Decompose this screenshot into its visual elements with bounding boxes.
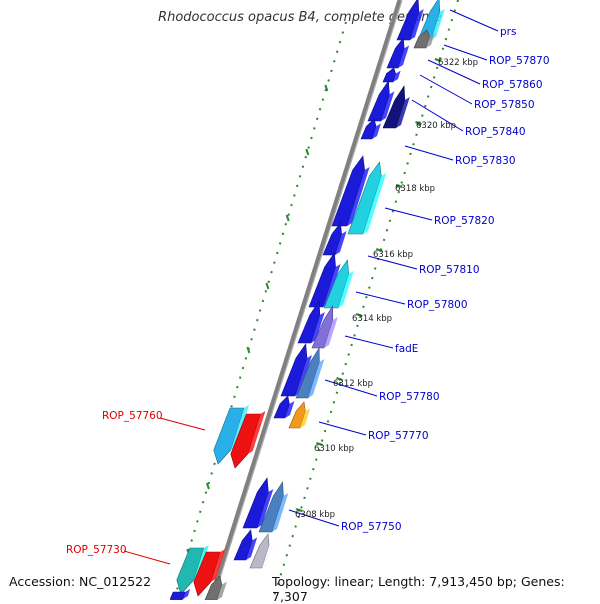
gene-label-rop-57810[interactable]: ROP_57810 [419,264,480,276]
scale-label-6312: 6312 kbp [333,379,373,389]
gene-rop-57780-a[interactable] [280,343,312,397]
gene-label-rop-57760[interactable]: ROP_57760 [102,410,163,422]
scale-label-6310: 6310 kbp [314,444,354,454]
ruler-tick [246,346,251,354]
gene-rop-57840[interactable] [382,85,410,129]
scale-label-6320: 6320 kbp [416,121,456,131]
gene-rop-57760[interactable] [230,411,266,469]
left-ruler [173,21,347,600]
gene-rop-57840-b[interactable] [360,118,381,140]
gene-rop-57760-a[interactable] [213,405,250,465]
callout-line [324,379,378,397]
gene-rop-57770-a[interactable] [273,395,295,419]
gene-label-rop-57820[interactable]: ROP_57820 [434,215,495,227]
scale-tick [395,184,403,188]
scale-tick [375,248,383,252]
callout-line [411,99,464,132]
callout-line [384,207,433,221]
scale-tick [434,58,442,62]
map-title: Rhodococcus opacus B4, complete genome [158,10,442,25]
callout-line [123,550,171,565]
ruler-tick [205,482,210,490]
callout-line [355,291,406,305]
gene-rop-57830[interactable] [331,155,370,227]
gene-rop-57770[interactable] [288,401,311,429]
callout-line [427,59,481,85]
callout-line [344,335,394,349]
gene-rop-57860-b[interactable] [382,67,401,83]
scale-tick [336,377,343,381]
gene-label-rop-57840[interactable]: ROP_57840 [465,126,526,138]
scale-label-6318: 6318 kbp [395,184,435,194]
gene-label-rop-57770[interactable]: ROP_57770 [368,430,429,442]
gene-label-rop-57830[interactable]: ROP_57830 [455,155,516,167]
scale-label-6322: 6322 kbp [438,58,478,68]
gene-rop-57720-a[interactable] [169,589,191,600]
callout-line [449,9,499,32]
scale-label-6316: 6316 kbp [373,250,413,260]
gene-rop-57800[interactable] [323,259,354,309]
gene-rop-57870-a[interactable] [396,0,424,41]
genome-backbone-highlight [212,0,403,600]
scale-tick [295,508,303,512]
gene-rop-57850[interactable] [367,80,395,122]
scale-tick [316,442,323,446]
gene-fade-a[interactable] [297,300,325,344]
callout-line [159,417,206,431]
ruler-tick [285,214,290,222]
callout-line [443,44,488,61]
gene-rop-57820[interactable] [347,161,387,235]
callout-line [318,421,367,436]
scale-tick [355,313,363,317]
callout-line [367,255,418,270]
gene-label-fade[interactable]: fadE [395,343,418,355]
gene-rop-57720[interactable] [204,575,227,600]
gene-arrows [169,0,445,600]
ruler-tick [265,282,270,290]
scale-label-6308: 6308 kbp [295,510,335,520]
gene-label-rop-57800[interactable]: ROP_57800 [407,299,468,311]
scale-label-6314: 6314 kbp [352,314,392,324]
callout-line [404,145,454,161]
gene-rop-57780[interactable] [295,346,325,399]
gene-rop-57730-a[interactable] [176,545,209,595]
gene-rop-57740-a[interactable] [233,529,258,561]
gene-label-prs[interactable]: prs [500,26,516,38]
callout-line [419,74,473,105]
gene-rop-57750[interactable] [258,481,289,533]
gene-rop-57740[interactable] [249,533,275,569]
callout-line [288,509,340,527]
gene-fade[interactable] [311,304,338,349]
gene-label-rop-57750[interactable]: ROP_57750 [341,521,402,533]
genome-backbone [208,0,403,600]
gene-rop-57860[interactable] [386,37,410,69]
gene-label-rop-57780[interactable]: ROP_57780 [379,391,440,403]
gene-rop-57750-a[interactable] [242,477,274,529]
gene-rop-57870-b[interactable] [413,29,435,49]
scale-tick [415,121,422,125]
gene-label-rop-57870[interactable]: ROP_57870 [489,55,550,67]
gene-label-rop-57860[interactable]: ROP_57860 [482,79,543,91]
ruler-tick [324,84,329,92]
gene-label-rop-57730[interactable]: ROP_57730 [66,544,127,556]
gene-rop-57810-b[interactable] [308,252,341,308]
accession-label: Accession: NC_012522 [9,574,152,589]
gene-rop-57730[interactable] [193,549,226,597]
gene-label-rop-57850[interactable]: ROP_57850 [474,99,535,111]
gene-callouts [123,9,499,565]
ruler-tick [305,148,310,156]
